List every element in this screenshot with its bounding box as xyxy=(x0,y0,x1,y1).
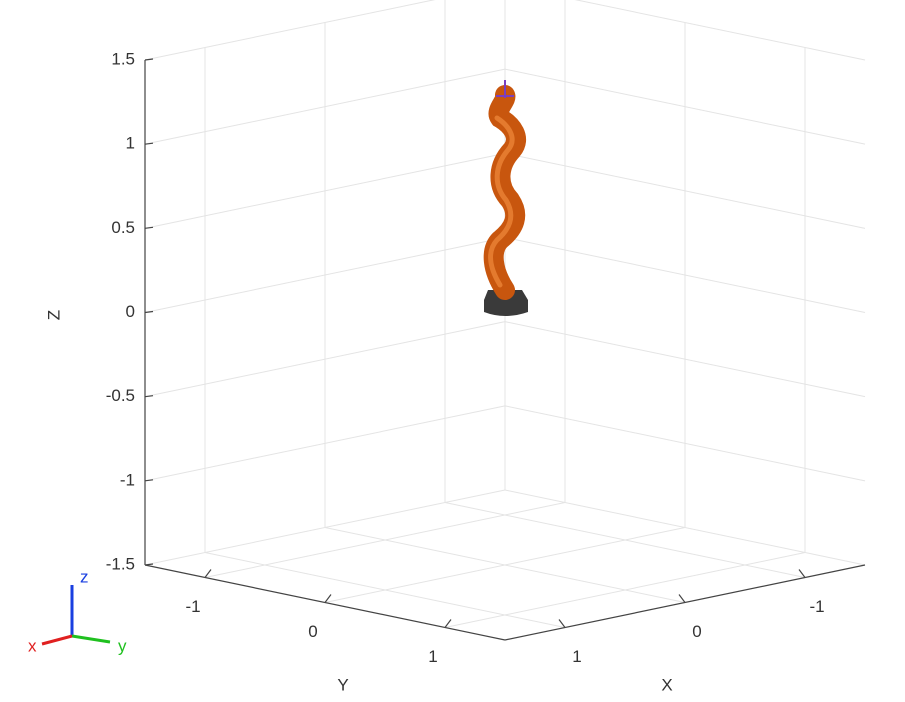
y-tick-label: 0 xyxy=(308,622,317,641)
y-tick-label: -1 xyxy=(185,597,200,616)
x-axis-label: X xyxy=(661,675,672,694)
triad-y-label: y xyxy=(118,636,127,655)
figure: -1.5 -1 -0.5 0 0.5 1 1.5 -1 0 1 -1 0 1 Z Y X z y x xyxy=(0,0,905,702)
x-tick-label: 0 xyxy=(692,622,701,641)
z-axis-label: Z xyxy=(44,310,63,320)
z-tick-label: 1 xyxy=(126,134,135,153)
z-tick-label: 0 xyxy=(126,302,135,321)
y-axis-label: Y xyxy=(337,675,348,694)
z-tick-label: -1 xyxy=(120,470,135,489)
background xyxy=(0,0,905,702)
z-tick-label: -0.5 xyxy=(106,386,135,405)
x-tick-label: -1 xyxy=(809,597,824,616)
x-tick-label: 1 xyxy=(572,647,581,666)
z-tick-label: -1.5 xyxy=(106,554,135,573)
z-tick-label: 1.5 xyxy=(111,49,135,68)
triad-x-label: x xyxy=(28,636,37,655)
z-tick-label: 0.5 xyxy=(111,218,135,237)
triad-z-label: z xyxy=(80,567,89,586)
y-tick-label: 1 xyxy=(428,647,437,666)
